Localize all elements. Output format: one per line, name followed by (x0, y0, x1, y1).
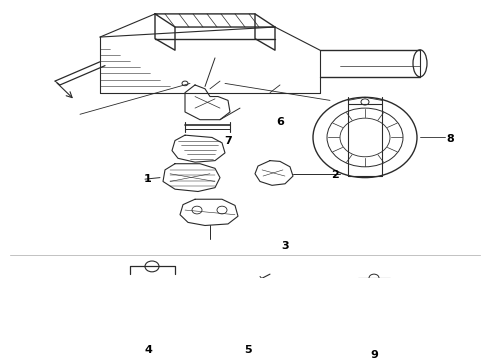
Text: 9: 9 (370, 350, 378, 360)
Text: 5: 5 (244, 345, 252, 355)
Text: 2: 2 (331, 170, 339, 180)
Text: 8: 8 (446, 134, 454, 144)
Text: 7: 7 (224, 136, 232, 145)
Text: 3: 3 (281, 240, 289, 251)
Text: 6: 6 (276, 117, 284, 127)
Text: 1: 1 (144, 174, 152, 184)
Text: 4: 4 (144, 345, 152, 355)
